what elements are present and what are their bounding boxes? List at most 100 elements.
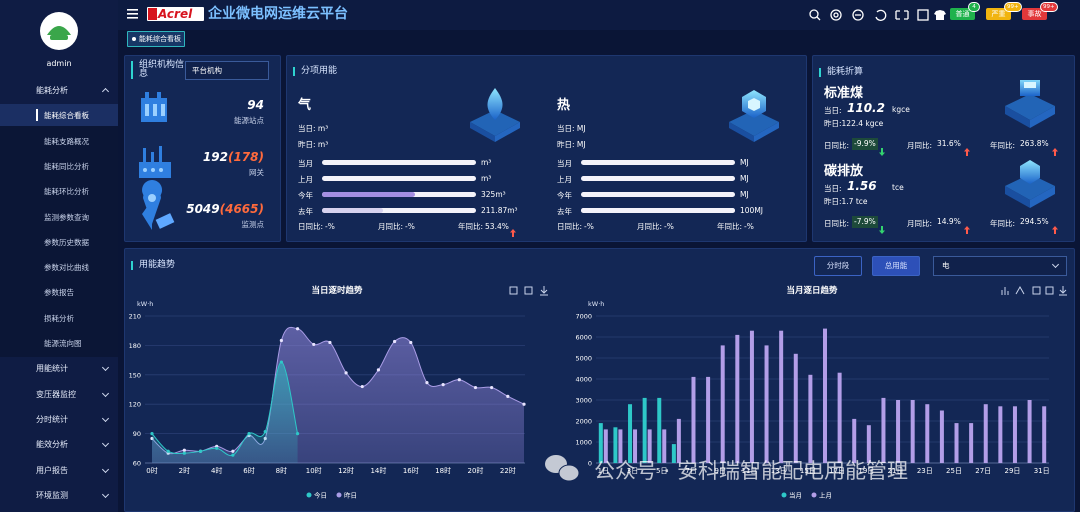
y-tick-label: 90 bbox=[133, 430, 141, 438]
conv-today: 1.56 bbox=[847, 179, 877, 193]
bar bbox=[749, 330, 754, 463]
chart-tools[interactable] bbox=[509, 285, 1067, 296]
arrow-icon bbox=[1052, 226, 1058, 234]
energy-select[interactable]: 电 bbox=[933, 256, 1067, 276]
submenu-item[interactable]: 参数历史数据 bbox=[44, 237, 89, 247]
compare-value: -% bbox=[584, 222, 594, 231]
point bbox=[425, 381, 429, 385]
chart-title: 当日逐时趋势 bbox=[311, 285, 363, 296]
button[interactable]: 总用能 bbox=[872, 256, 920, 276]
group-name: 热 bbox=[557, 98, 571, 113]
point bbox=[344, 371, 348, 375]
menu-item[interactable]: 能耗分析 bbox=[36, 86, 68, 95]
x-tick-label: 20时 bbox=[468, 466, 484, 475]
alarm-badge[interactable]: 严重 bbox=[986, 8, 1011, 20]
bar-track bbox=[581, 192, 735, 197]
chart-title: 当月逐日趋势 bbox=[786, 285, 838, 296]
conv-yesterday: 昨日:122.4 kgce bbox=[824, 119, 884, 128]
x-tick-label: 12时 bbox=[338, 466, 354, 475]
conv-name: 碳排放 bbox=[824, 164, 864, 179]
alarm-badge[interactable]: 事故 bbox=[1022, 8, 1047, 20]
submenu-item[interactable]: 能耗综合看板 bbox=[44, 111, 89, 121]
stat-label: 能源站点 bbox=[234, 116, 264, 125]
x-tick-label: 23日 bbox=[917, 467, 933, 475]
watermark: 公众号 · 安科瑞智能配电用能管理 bbox=[594, 459, 908, 483]
point bbox=[198, 449, 203, 453]
conv-unit: kgce bbox=[892, 105, 910, 114]
bar bbox=[808, 374, 813, 463]
row-label: 上月 bbox=[557, 175, 572, 184]
stat-value-row: 94 bbox=[247, 98, 264, 112]
point bbox=[182, 448, 186, 452]
y-axis-label: kW·h bbox=[137, 300, 153, 308]
trend-arrow bbox=[879, 141, 885, 156]
menu-item[interactable]: 能效分析 bbox=[36, 440, 68, 450]
submenu-item[interactable]: 参数对比曲线 bbox=[44, 263, 89, 273]
y-tick-label: 0 bbox=[588, 460, 592, 468]
x-tick-label: 25日 bbox=[946, 467, 962, 475]
row-label: 上月 bbox=[298, 175, 313, 184]
compare: 日同比: -% bbox=[557, 221, 594, 232]
submenu-item[interactable]: 损耗分析 bbox=[44, 313, 74, 323]
bar bbox=[823, 328, 827, 463]
panel-title: 分项用能 bbox=[293, 67, 337, 76]
row-label: 去年 bbox=[298, 207, 313, 216]
legend-swatch bbox=[811, 492, 817, 498]
submenu-item[interactable]: 能耗同比分析 bbox=[44, 161, 89, 171]
conv-today-label: 当日: bbox=[824, 184, 842, 193]
submenu-item[interactable]: 能耗环比分析 bbox=[44, 187, 89, 197]
x-tick-label: 6时 bbox=[243, 466, 254, 475]
row-value: MJ bbox=[740, 190, 749, 199]
org-icons bbox=[139, 92, 175, 230]
compare-value: -% bbox=[744, 222, 754, 231]
submenu-item[interactable]: 监测参数查询 bbox=[44, 212, 89, 222]
compare-value: -% bbox=[664, 222, 674, 231]
x-tick-label: 4时 bbox=[211, 466, 222, 475]
x-tick-label: 18时 bbox=[435, 466, 451, 475]
row-label: 今年 bbox=[557, 191, 572, 200]
menu-item[interactable]: 用能统计 bbox=[36, 364, 68, 374]
y-tick-label: 5000 bbox=[575, 355, 592, 363]
compare-value: 263.8% bbox=[1020, 139, 1049, 148]
compare-label: 日同比: bbox=[298, 222, 324, 231]
menu-item[interactable]: 环境监测 bbox=[36, 490, 68, 500]
org-select[interactable]: 平台机构 bbox=[185, 61, 269, 80]
point bbox=[247, 432, 251, 436]
stat-value: 192 bbox=[202, 150, 228, 164]
submenu-item[interactable]: 参数报告 bbox=[44, 288, 74, 298]
group-name: 气 bbox=[298, 98, 312, 113]
bar-track bbox=[322, 208, 476, 213]
bar bbox=[628, 404, 633, 463]
x-tick-label: 9日 bbox=[714, 467, 725, 475]
x-tick-label: 16时 bbox=[403, 466, 419, 475]
legend-label: 昨日 bbox=[344, 491, 357, 500]
menu-icon[interactable] bbox=[127, 9, 139, 19]
alarm-badge[interactable]: 普通 bbox=[950, 8, 975, 20]
bar bbox=[837, 372, 842, 463]
button[interactable]: 分时段 bbox=[814, 256, 862, 276]
menu-item[interactable]: 变压器监控 bbox=[36, 389, 76, 399]
conv-name: 标准煤 bbox=[824, 86, 864, 101]
menu-active-mark bbox=[36, 109, 38, 122]
point bbox=[231, 453, 235, 457]
submenu-item[interactable]: 能耗支路概况 bbox=[44, 136, 89, 146]
menu-item[interactable]: 用户报告 bbox=[36, 465, 68, 475]
trend-arrow bbox=[1052, 219, 1058, 234]
submenu-item[interactable]: 能源流向图 bbox=[44, 339, 82, 348]
stat-extra: (4665) bbox=[219, 202, 264, 216]
point bbox=[360, 384, 364, 389]
bar bbox=[998, 406, 1003, 463]
menu-item[interactable]: 分时统计 bbox=[36, 414, 68, 424]
toolbar-icons[interactable] bbox=[808, 8, 948, 22]
stat-label: 监测点 bbox=[241, 220, 265, 229]
compare-value: 53.4% bbox=[485, 222, 509, 231]
bar bbox=[1027, 400, 1032, 463]
bar bbox=[910, 400, 915, 463]
legend-swatch bbox=[781, 492, 787, 498]
bar bbox=[983, 404, 988, 463]
tab[interactable]: 能耗综合看板 bbox=[127, 31, 185, 47]
compare-label: 年同比: bbox=[990, 219, 1016, 228]
bar bbox=[603, 429, 608, 463]
compare: 月同比: -% bbox=[637, 221, 674, 232]
